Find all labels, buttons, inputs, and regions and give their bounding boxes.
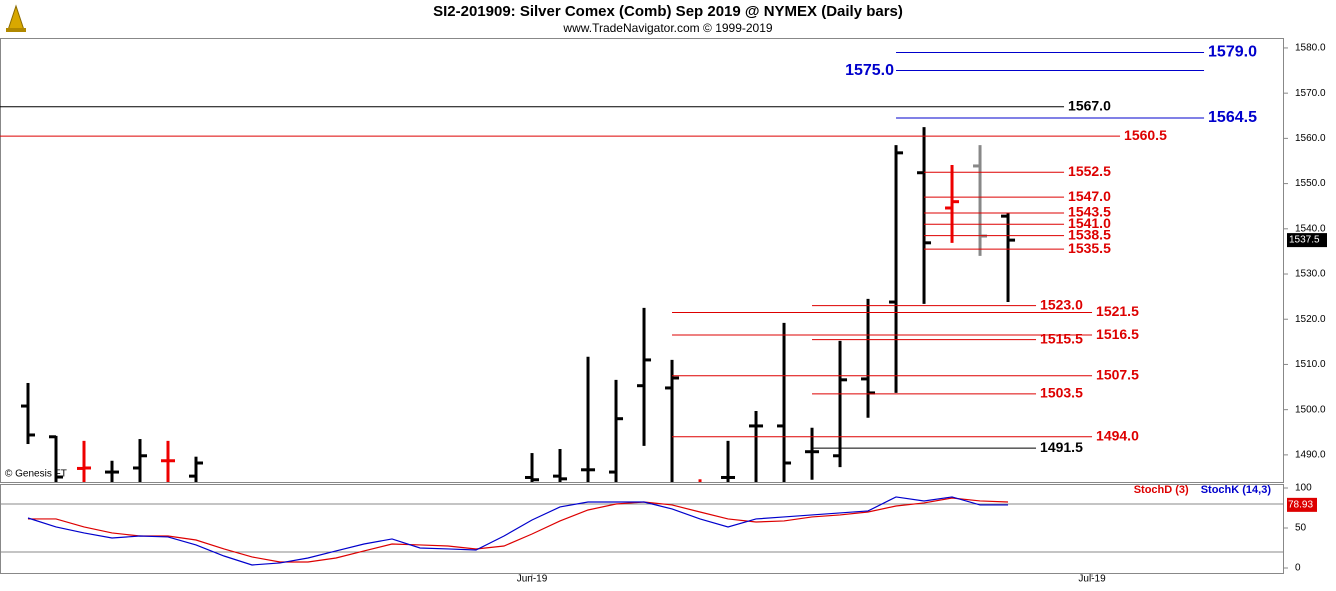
y-tick-label: 1500.0 bbox=[1295, 404, 1326, 415]
last-price-label: 1537.5 bbox=[1289, 235, 1320, 246]
level-label: 1552.5 bbox=[1068, 163, 1111, 179]
y-tick-label: 1580.0 bbox=[1295, 43, 1326, 54]
legend-entry: StochK (14,3) bbox=[1201, 484, 1272, 496]
chart-title: SI2-201909: Silver Comex (Comb) Sep 2019… bbox=[433, 3, 903, 20]
y-tick-label: 50 bbox=[1295, 523, 1307, 534]
y-tick-label: 1530.0 bbox=[1295, 269, 1326, 280]
y-tick-label: 1540.0 bbox=[1295, 223, 1326, 234]
level-label: 1491.5 bbox=[1040, 439, 1083, 455]
chart-subtitle: www.TradeNavigator.com © 1999-2019 bbox=[562, 21, 772, 35]
level-label: 1494.0 bbox=[1096, 427, 1139, 443]
main-panel bbox=[0, 38, 1284, 483]
level-label: 1523.0 bbox=[1040, 296, 1083, 312]
last-price-box bbox=[1287, 233, 1327, 248]
y-tick-label: 1550.0 bbox=[1295, 178, 1326, 189]
y-tick-label: 100 bbox=[1295, 483, 1312, 494]
level-label: 1538.5 bbox=[1068, 226, 1111, 242]
level-label: 1575.0 bbox=[845, 62, 894, 79]
level-label: 1547.0 bbox=[1068, 188, 1111, 204]
last-value-box bbox=[1287, 497, 1317, 512]
x-tick-label: Jul-19 bbox=[1078, 574, 1106, 585]
level-label: 1543.5 bbox=[1068, 204, 1111, 220]
level-label: 1564.5 bbox=[1208, 109, 1257, 126]
y-tick-label: 0 bbox=[1295, 563, 1301, 574]
level-label: 1503.5 bbox=[1040, 385, 1083, 401]
plot-area bbox=[27, 496, 1009, 566]
level-label: 1507.5 bbox=[1096, 366, 1139, 382]
y-tick-label: 1560.0 bbox=[1295, 133, 1326, 144]
level-label: 1541.0 bbox=[1068, 215, 1111, 231]
x-tick-label: Jun-19 bbox=[517, 574, 548, 585]
stoch-panel bbox=[0, 484, 1284, 574]
stoch-line bbox=[27, 496, 1009, 566]
legend-entry: StochD (3) bbox=[1134, 484, 1189, 496]
y-tick-label: 1490.0 bbox=[1295, 450, 1326, 461]
level-label: 1516.5 bbox=[1096, 326, 1139, 342]
y-tick-label: 1520.0 bbox=[1295, 314, 1326, 325]
logo bbox=[6, 4, 26, 32]
level-label: 1521.5 bbox=[1096, 303, 1139, 319]
y-tick-label: 1510.0 bbox=[1295, 359, 1326, 370]
level-label: 1535.5 bbox=[1068, 240, 1111, 256]
stoch-line bbox=[28, 497, 1009, 563]
last-value-label: 78.93 bbox=[1288, 499, 1313, 510]
level-label: 1515.5 bbox=[1040, 330, 1083, 346]
watermark: © Genesis FT bbox=[5, 469, 67, 480]
level-label: 1579.0 bbox=[1208, 44, 1257, 61]
y-tick-label: 1570.0 bbox=[1295, 88, 1326, 99]
plot-area bbox=[21, 127, 1016, 482]
level-label: 1560.5 bbox=[1124, 127, 1167, 143]
level-label: 1567.0 bbox=[1068, 97, 1111, 113]
